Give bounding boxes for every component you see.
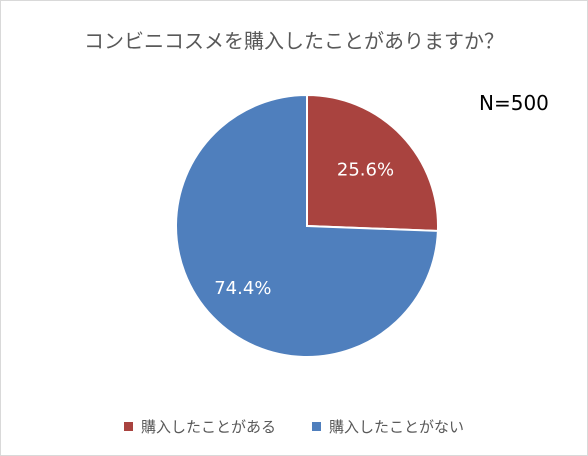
legend: 購入したことがある 購入したことがない xyxy=(1,416,587,437)
chart-title: コンビニコスメを購入したことがありますか？ xyxy=(84,29,504,53)
legend-item-not-purchased: 購入したことがない xyxy=(312,416,464,437)
legend-swatch-not-purchased xyxy=(312,422,321,431)
legend-item-purchased: 購入したことがある xyxy=(123,416,276,437)
pie-slice-purchased xyxy=(306,93,439,232)
legend-label-purchased: 購入したことがある xyxy=(140,418,276,436)
slice-label-not-purchased: 74.4% xyxy=(214,278,271,299)
sample-size-label: N=500 xyxy=(479,91,549,115)
legend-swatch-purchased xyxy=(123,422,133,431)
pie-slice-not-purchased xyxy=(175,93,439,358)
legend-label-not-purchased: 購入したことがない xyxy=(329,418,465,436)
slice-label-purchased: 25.6% xyxy=(337,160,394,181)
